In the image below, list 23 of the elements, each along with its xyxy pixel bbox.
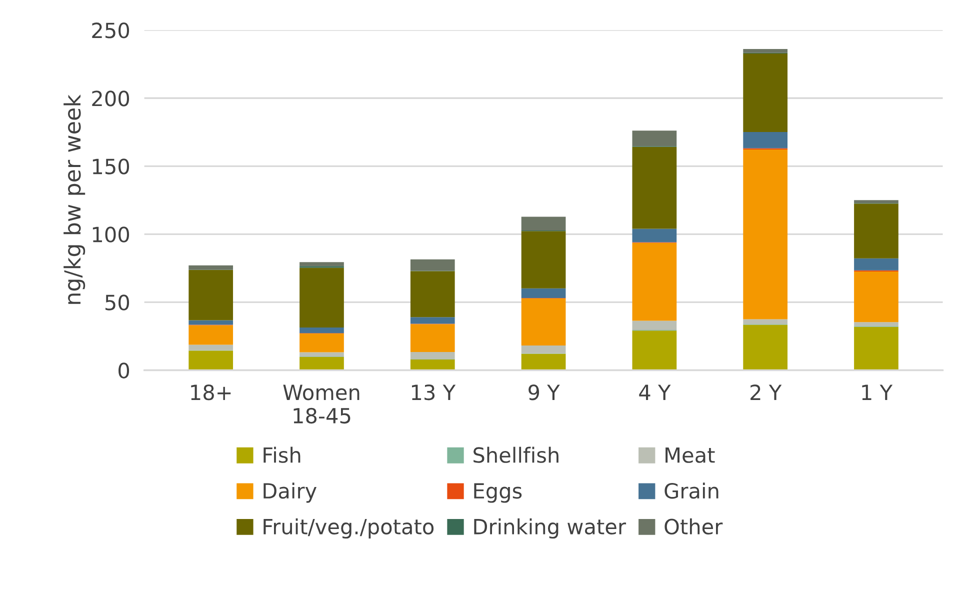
x-tick-label: 18+ — [191, 384, 231, 400]
y-tick-label: 100 — [92, 226, 130, 242]
legend-label: Drinking water — [474, 518, 626, 539]
legend-label: Shellfish — [474, 446, 558, 463]
x-tick-label: 1 Y — [862, 384, 893, 400]
x-tick-label: 13 Y — [412, 384, 456, 400]
x-tick-label: 4 Y — [639, 384, 671, 400]
y-tick-label: 200 — [92, 90, 130, 106]
y-tick-label: 250 — [92, 22, 130, 38]
legend-label: Fish — [264, 446, 300, 463]
legend-label: Fruit/veg./potato — [264, 518, 434, 539]
y-tick-label: 150 — [92, 158, 130, 174]
y-tick-label: 0 — [118, 362, 130, 378]
legend-label: Dairy — [264, 482, 316, 503]
y-axis-title: ng/kg bw per week — [64, 94, 86, 304]
x-tick-label: 9 Y — [528, 384, 560, 400]
y-tick-label: 50 — [106, 294, 130, 310]
legend-label: Eggs — [474, 483, 522, 503]
legend-label: Other — [664, 518, 723, 535]
legend-label: Grain — [664, 482, 718, 499]
legend-label: Meat — [666, 447, 715, 463]
x-tick-label: Women 18-45 — [283, 384, 360, 424]
x-tick-label: 2 Y — [750, 384, 782, 400]
